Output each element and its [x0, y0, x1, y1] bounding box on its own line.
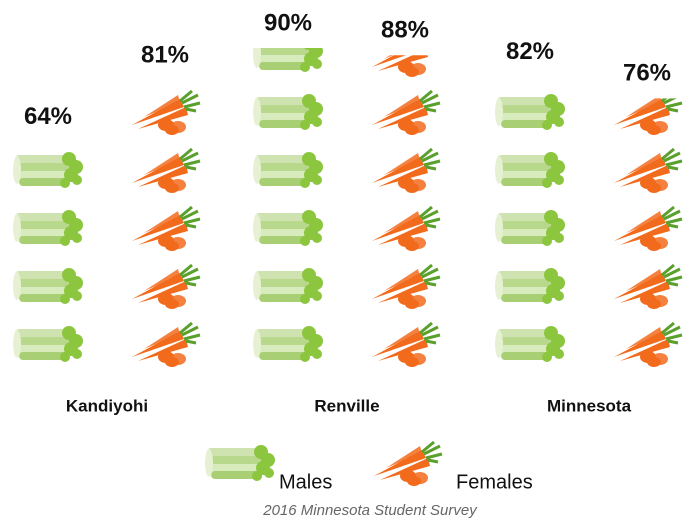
- icon: [495, 326, 565, 362]
- legend-label: Males: [279, 471, 332, 493]
- icon: [612, 321, 684, 369]
- icon: [13, 326, 83, 362]
- icon: [130, 147, 202, 195]
- legend-label: Females: [456, 471, 533, 493]
- icon: [370, 263, 442, 311]
- legend-icon: [372, 440, 444, 488]
- value-label: 81%: [141, 42, 189, 69]
- icon: [13, 210, 83, 246]
- category-label: Renville: [314, 396, 379, 415]
- icon: [130, 89, 202, 137]
- category-label: Minnesota: [547, 396, 632, 415]
- icon: [253, 94, 323, 130]
- icon: [130, 321, 202, 369]
- icon-stack: [612, 0, 684, 369]
- icon: [253, 210, 323, 246]
- icon-stack: [370, 55, 442, 369]
- icon: [13, 0, 83, 14]
- icon: [612, 98, 684, 137]
- icon: [612, 205, 684, 253]
- source: 2016 Minnesota Student Survey: [262, 502, 478, 519]
- icon: [13, 152, 83, 188]
- icon: [612, 263, 684, 311]
- icon: [253, 152, 323, 188]
- icon: [495, 152, 565, 188]
- icon: [614, 0, 682, 19]
- icon: [495, 0, 565, 14]
- icon-stack: [253, 48, 323, 362]
- icon: [370, 205, 442, 253]
- icon-stack: [13, 0, 83, 362]
- legend-icon: [205, 445, 275, 481]
- category-label: Kandiyohi: [66, 396, 148, 415]
- icon: [370, 147, 442, 195]
- icon: [253, 48, 323, 72]
- icon: [253, 326, 323, 362]
- icon: [370, 321, 442, 369]
- value-label: 76%: [623, 60, 671, 87]
- icon: [612, 147, 684, 195]
- icon: [13, 268, 83, 304]
- value-label: 64%: [24, 103, 72, 130]
- icon: [130, 263, 202, 311]
- icon: [132, 0, 200, 19]
- icon: [130, 205, 202, 253]
- icon: [495, 268, 565, 304]
- value-label: 88%: [381, 17, 429, 44]
- icon: [495, 94, 565, 130]
- icon: [370, 89, 442, 137]
- icon: [495, 210, 565, 246]
- value-label: 82%: [506, 38, 554, 65]
- icon: [253, 268, 323, 304]
- icon: [13, 36, 83, 72]
- value-label: 90%: [264, 9, 312, 36]
